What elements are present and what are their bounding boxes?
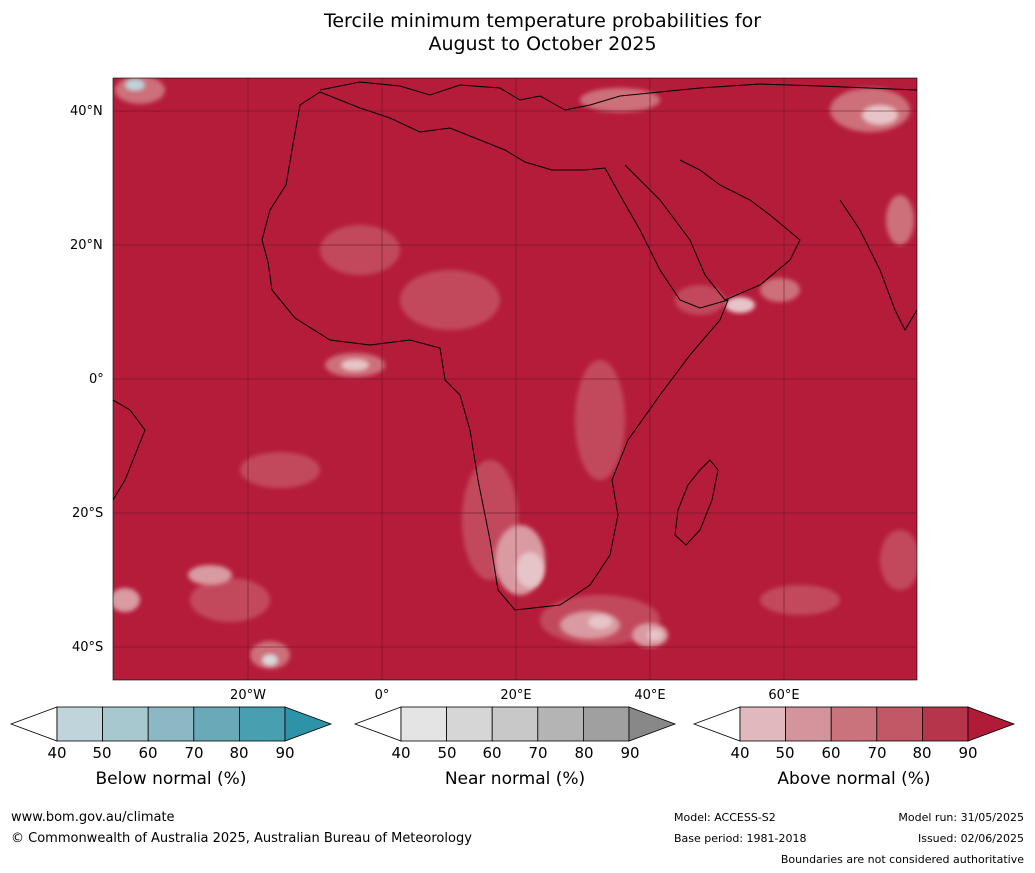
near-normal-label: Near normal (%): [444, 769, 586, 789]
title-line-1: Tercile minimum temperature probabilitie…: [323, 10, 762, 32]
lon-label-20e: 20°E: [500, 688, 532, 703]
colorbar-segment: [785, 706, 832, 742]
colorbar-segment: [537, 706, 584, 742]
map-title: Tercile minimum temperature probabilitie…: [0, 10, 1035, 56]
contour-patch: [125, 79, 145, 91]
above-tick: 60: [821, 744, 841, 762]
base-period-text: Base period: 1981-2018: [674, 832, 807, 845]
contour-patch: [575, 360, 625, 480]
colorbars: [9, 706, 1016, 742]
website-text: www.bom.gov.au/climate: [11, 810, 175, 825]
contour-patch: [113, 588, 140, 612]
europe-coastline: [319, 81, 917, 111]
coastlines: [113, 81, 917, 611]
below-tick: 40: [47, 744, 67, 762]
lon-label-40e: 40°E: [634, 688, 666, 703]
below-tick: 90: [275, 744, 295, 762]
colorbar-segment: [446, 706, 493, 742]
contour-patch: [862, 105, 898, 125]
above-tick: 70: [867, 744, 887, 762]
near-normal-colorbar: [353, 706, 677, 742]
colorbar-segment: [876, 706, 923, 742]
colorbar-extend-high: [628, 706, 677, 742]
above-tick: 50: [775, 744, 795, 762]
near-tick: 90: [620, 744, 640, 762]
colorbar-segment: [583, 706, 630, 742]
above-tick: 40: [730, 744, 750, 762]
lon-label-60e: 60°E: [768, 688, 800, 703]
contour-patch: [188, 565, 232, 585]
above-normal-label: Above normal (%): [777, 769, 931, 789]
colorbar-extend-low: [692, 706, 741, 742]
colorbar-extend-low: [353, 706, 402, 742]
lon-label-20w: 20°W: [230, 688, 266, 703]
colorbar-segment: [147, 706, 195, 742]
below-tick: 60: [138, 744, 158, 762]
lat-label-40n: 40°N: [70, 104, 103, 119]
above-normal-colorbar: [692, 706, 1016, 742]
below-normal-label: Below normal (%): [95, 769, 247, 789]
issued-text: Issued: 02/06/2025: [917, 832, 1024, 845]
colorbar-segment: [491, 706, 539, 742]
contour-patch: [725, 297, 755, 313]
above-tick: 80: [912, 744, 932, 762]
arabia-coastline: [624, 159, 801, 301]
colorbar-segment: [102, 706, 149, 742]
above-tick: 90: [958, 744, 978, 762]
lon-label-0: 0°: [374, 688, 390, 703]
below-tick: 50: [92, 744, 112, 762]
colorbar-extend-high: [967, 706, 1016, 742]
contour-patch: [886, 195, 914, 245]
colorbar-segment: [193, 706, 240, 742]
near-tick: 50: [437, 744, 457, 762]
contour-patch: [580, 88, 660, 112]
probability-contours: [113, 78, 917, 669]
map-frame: [112, 77, 918, 681]
colorbar-segment: [56, 706, 103, 742]
map-area: [113, 78, 917, 680]
africa-coastline: [261, 91, 729, 611]
india-coastline: [839, 199, 917, 332]
near-tick: 40: [391, 744, 411, 762]
title-line-2: August to October 2025: [428, 33, 657, 55]
below-normal-colorbar: [9, 706, 333, 742]
contour-patch: [760, 585, 840, 615]
contour-patch: [262, 654, 278, 666]
graticule: [113, 78, 917, 680]
near-tick: 80: [574, 744, 594, 762]
colorbar-segment: [830, 706, 878, 742]
south-america-coastline: [113, 399, 146, 501]
contour-patch: [760, 278, 800, 302]
madagascar-coastline: [674, 459, 719, 546]
lat-label-40s: 40°S: [72, 640, 104, 655]
colorbar-segment: [238, 706, 286, 742]
lat-label-20n: 20°N: [70, 238, 103, 253]
copyright-text: © Commonwealth of Australia 2025, Austra…: [11, 831, 472, 846]
near-tick: 60: [482, 744, 502, 762]
contour-patch: [880, 530, 917, 590]
lat-label-20s: 20°S: [72, 506, 104, 521]
below-tick: 80: [229, 744, 249, 762]
colorbar-segment: [922, 706, 969, 742]
lat-label-0: 0°: [89, 372, 104, 387]
contour-patch: [516, 552, 544, 588]
contour-patch: [320, 225, 400, 275]
contour-patch: [341, 359, 369, 371]
colorbar-segment: [400, 706, 447, 742]
contour-patch: [588, 615, 612, 629]
colorbar-segment: [739, 706, 786, 742]
contour-patch: [400, 270, 500, 330]
contour-patch: [190, 578, 270, 622]
below-tick: 70: [184, 744, 204, 762]
contour-patch: [647, 629, 663, 641]
colorbar-extend-low: [9, 706, 58, 742]
contour-patch: [240, 452, 320, 488]
model-text: Model: ACCESS-S2: [674, 811, 776, 824]
colorbar-extend-high: [284, 706, 333, 742]
contour-patch: [675, 285, 725, 315]
near-tick: 70: [528, 744, 548, 762]
model-run-text: Model run: 31/05/2025: [898, 811, 1024, 824]
disclaimer-text: Boundaries are not considered authoritat…: [780, 853, 1024, 866]
